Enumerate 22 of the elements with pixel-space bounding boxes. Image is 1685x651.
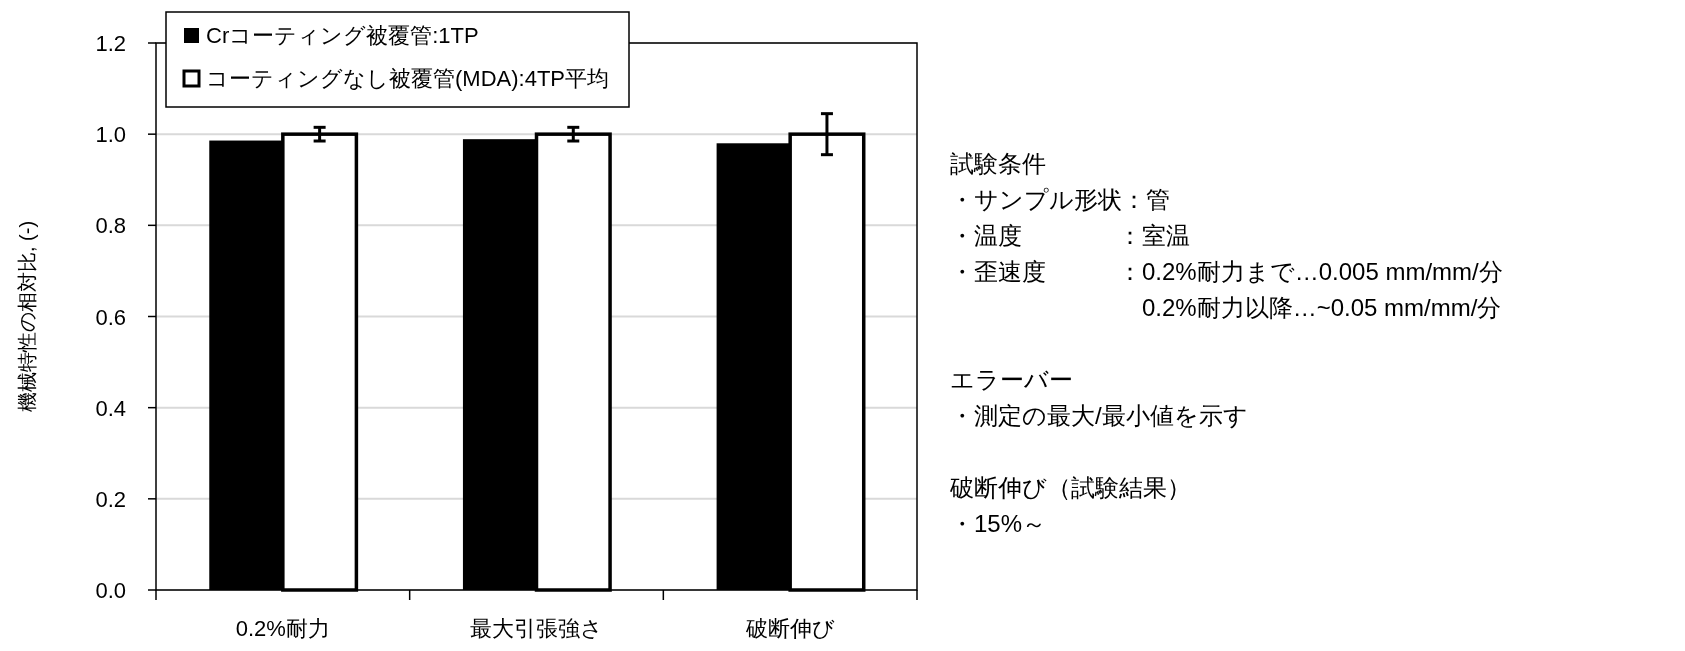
y-tick-label: 0.4 (95, 395, 126, 421)
y-tick-label: 0.6 (95, 304, 126, 330)
text: ・測定の最大/最小値を示す (950, 402, 1248, 429)
y-tick-label: 1.2 (95, 31, 126, 56)
legend-label: Crコーティング被覆管:1TP (206, 23, 479, 48)
x-tick-label: 0.2%耐力 (235, 616, 330, 641)
y-tick-label: 0.0 (95, 578, 126, 603)
text: ・温度 ：室温 (950, 222, 1190, 249)
y-tick-label: 0.2 (95, 486, 126, 512)
legend-label: コーティングなし被覆管(MDA):4TP平均 (206, 66, 609, 91)
y-tick-label: 1.0 (95, 122, 126, 148)
text: ・サンプル形状：管 (950, 186, 1170, 213)
text: エラーバー (950, 366, 1073, 393)
text: 試験条件 (950, 150, 1046, 177)
text: 0.2%耐力以降…~0.05 mm/mm/分 (950, 294, 1502, 321)
text: ・歪速度 ：0.2%耐力まで…0.005 mm/mm/分 (950, 258, 1503, 285)
text: 破断伸び（試験結果） (949, 474, 1191, 501)
y-tick-label: 0.8 (95, 213, 126, 239)
text: ・15%～ (950, 510, 1047, 537)
y-axis-title: 機械特性の相対比, (-) (16, 220, 38, 413)
x-tick-label: 最大引張強さ (470, 616, 603, 641)
x-tick-label: 破断伸び (744, 616, 835, 641)
